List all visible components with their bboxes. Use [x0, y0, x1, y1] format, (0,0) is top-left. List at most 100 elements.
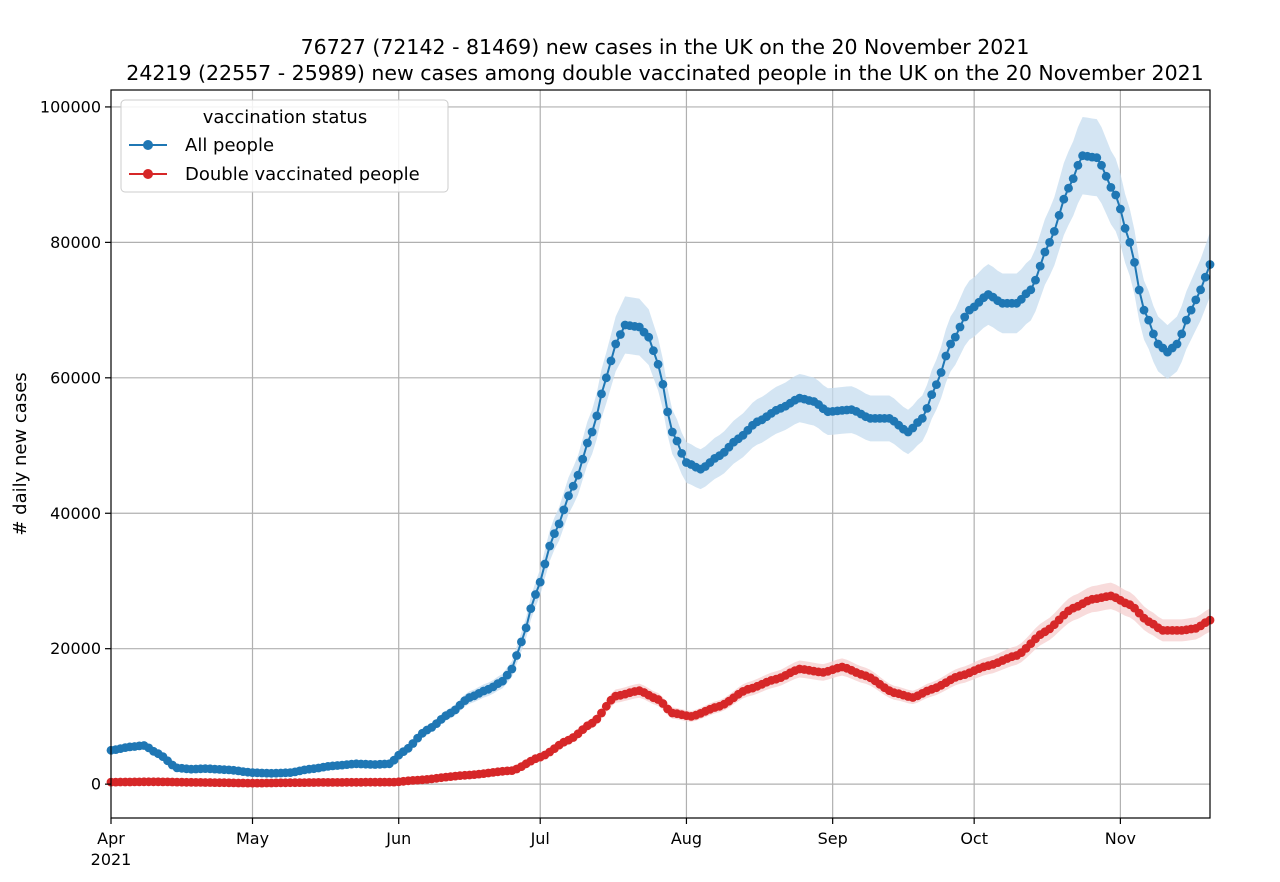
data-point	[658, 379, 668, 389]
data-point	[564, 491, 573, 501]
data-point	[606, 356, 616, 366]
legend-title: vaccination status	[203, 107, 367, 128]
data-point	[649, 346, 658, 356]
data-point	[1111, 190, 1121, 200]
plot-frame	[110, 89, 1211, 819]
data-point	[601, 701, 611, 711]
y-axis-ticks: 0 20000 40000 60000 80000 100000	[40, 97, 111, 794]
data-point	[922, 404, 932, 413]
data-point	[653, 359, 663, 369]
data-point	[1125, 238, 1135, 247]
data-point	[677, 449, 687, 458]
data-point	[611, 339, 621, 349]
data-point	[1035, 261, 1045, 271]
data-point	[1177, 329, 1187, 339]
data-point	[1045, 238, 1054, 247]
data-point	[1068, 174, 1078, 184]
data-point	[1144, 315, 1154, 325]
data-point	[535, 577, 545, 587]
data-point	[1049, 227, 1059, 236]
grid	[111, 90, 1210, 818]
legend-label-all-people: All people	[185, 135, 274, 156]
chart-title: 76727 (72142 - 81469) new cases in the U…	[301, 35, 1030, 59]
data-point	[1139, 305, 1149, 315]
legend-label-double-vaccinated: Double vaccinated people	[185, 164, 420, 185]
confidence-bands	[111, 117, 1210, 785]
data-point	[1182, 315, 1191, 325]
series-points-0	[106, 151, 1215, 778]
data-point	[1149, 329, 1158, 339]
data-point	[521, 623, 531, 633]
data-point	[663, 407, 672, 417]
x-tick-label: Jun	[385, 829, 411, 848]
data-point	[583, 438, 592, 448]
data-point	[1097, 160, 1106, 170]
legend-marker-double-vaccinated	[143, 169, 153, 179]
data-point	[554, 519, 564, 529]
x-axis-ticks: Apr 2021 May Jun Jul Aug Sep Oct Nov	[91, 818, 1136, 869]
data-point	[1130, 258, 1139, 267]
data-point	[616, 330, 625, 339]
x-tick-label: Oct	[960, 829, 988, 848]
data-point	[1172, 339, 1182, 349]
data-point	[1031, 275, 1040, 285]
data-point	[601, 373, 611, 383]
legend: vaccination status All people Double vac…	[120, 99, 449, 193]
chart-title-group: 76727 (72142 - 81469) new cases in the U…	[126, 35, 1203, 85]
data-point	[1026, 285, 1036, 295]
data-point	[531, 590, 540, 599]
data-point	[587, 427, 597, 437]
data-point	[1120, 223, 1130, 233]
data-point	[1054, 210, 1064, 220]
data-point	[526, 604, 536, 613]
data-point	[1092, 153, 1102, 163]
x-tick-label: Sep	[818, 829, 848, 848]
y-axis-label: # daily new cases	[10, 372, 31, 535]
y-tick-label: 80000	[50, 233, 101, 252]
data-point	[578, 454, 588, 464]
x-tick-label: Apr	[97, 829, 125, 848]
data-point	[1186, 305, 1196, 315]
data-point	[927, 390, 937, 399]
data-point	[1200, 272, 1210, 282]
data-point	[932, 380, 941, 389]
legend-box	[120, 99, 449, 193]
x-tick-label: Jul	[530, 829, 550, 848]
confidence-band-1	[111, 582, 1210, 785]
data-point	[1059, 194, 1069, 204]
data-point	[1116, 204, 1125, 214]
data-point	[1073, 160, 1083, 170]
confidence-band-0	[111, 117, 1210, 775]
data-point	[592, 714, 602, 724]
data-point	[545, 541, 555, 551]
x-tick-label: Nov	[1105, 829, 1136, 848]
y-tick-label: 60000	[50, 368, 101, 387]
data-point	[597, 389, 606, 399]
data-point	[502, 670, 512, 680]
data-point	[550, 529, 559, 538]
data-point	[644, 332, 654, 342]
data-point	[512, 651, 521, 660]
data-point	[517, 637, 526, 647]
series-points	[106, 151, 1215, 788]
data-point	[667, 427, 677, 437]
legend-entry-all-people: All people	[129, 135, 274, 156]
data-point	[592, 411, 602, 421]
data-point	[498, 676, 507, 686]
chart-subtitle: 24219 (22557 - 25989) new cases among do…	[126, 61, 1203, 85]
data-point	[1196, 285, 1205, 295]
y-tick-label: 40000	[50, 504, 101, 523]
data-point	[946, 339, 955, 349]
x-tick-label: May	[236, 829, 269, 848]
data-point	[1064, 183, 1073, 193]
x-tick-label: Aug	[671, 829, 702, 848]
data-point	[1134, 285, 1144, 295]
data-point	[540, 559, 550, 569]
data-point	[917, 414, 927, 423]
data-point	[941, 351, 951, 361]
y-tick-label: 20000	[50, 639, 101, 658]
data-point	[1040, 247, 1050, 257]
data-point	[1191, 295, 1201, 305]
data-point	[1101, 171, 1111, 181]
legend-marker-all-people	[143, 140, 153, 150]
